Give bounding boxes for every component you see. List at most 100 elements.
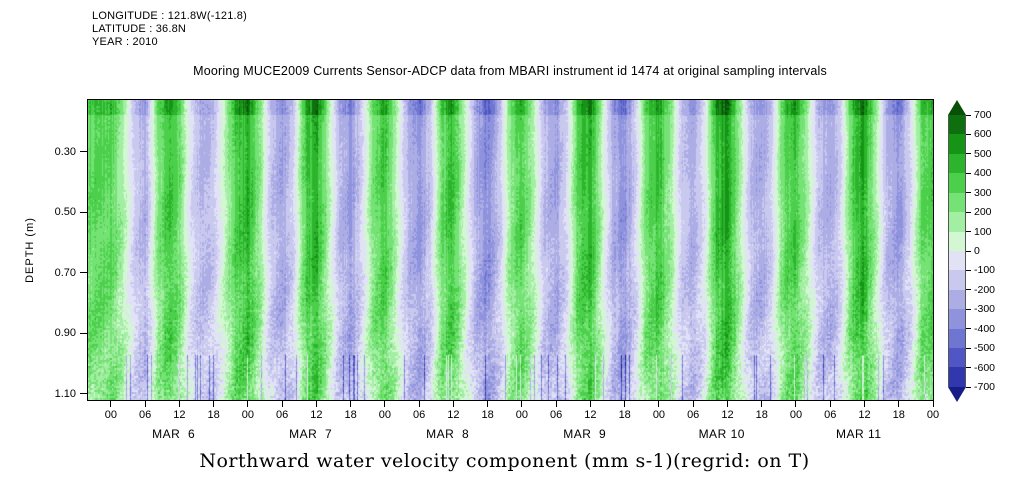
colorbar-tick (966, 114, 971, 116)
x-tick-label: 06 (824, 409, 837, 421)
colorbar-segment (948, 367, 966, 387)
x-tick (178, 401, 180, 407)
x-tick (555, 401, 557, 407)
colorbar-tick (966, 328, 971, 330)
x-tick (487, 401, 489, 407)
x-tick-label: 12 (721, 409, 734, 421)
colorbar-segment (948, 231, 966, 251)
x-day-label: MAR 9 (563, 427, 607, 441)
x-tick-label: 00 (652, 409, 666, 421)
x-tick-label: 06 (275, 409, 289, 421)
colorbar-tick (966, 367, 971, 369)
colorbar-tick (966, 347, 971, 349)
x-tick-label: 00 (241, 409, 254, 421)
longitude-label: LONGITUDE : 121.8W(-121.8) (92, 10, 247, 22)
colorbar-tick-label: -700 (974, 381, 996, 393)
x-tick (692, 401, 694, 407)
x-tick-label: 12 (310, 409, 323, 421)
year-label: YEAR : 2010 (92, 36, 158, 48)
colorbar-tick-label: 400 (974, 167, 992, 180)
y-axis-title: DEPTH (m) (24, 217, 36, 283)
x-tick-label: 00 (378, 409, 392, 421)
y-tick (80, 332, 88, 334)
x-tick (521, 401, 523, 407)
colorbar-segment (948, 348, 966, 368)
plot-title: Mooring MUCE2009 Currents Sensor-ADCP da… (193, 64, 827, 78)
colorbar-tick (966, 386, 971, 388)
heatmap-canvas (88, 100, 933, 400)
x-tick-label: 18 (344, 409, 357, 421)
colorbar-tick-label: -500 (974, 342, 996, 355)
x-tick-label: 00 (926, 409, 940, 421)
colorbar-tick-label: 300 (974, 186, 992, 199)
y-tick-label: 1.10 (54, 387, 76, 400)
colorbar-tick-label: 0 (974, 245, 980, 257)
y-tick-label: 0.90 (54, 327, 76, 340)
colorbar-tick (966, 308, 971, 310)
colorbar-tick (966, 269, 971, 271)
x-tick (863, 401, 865, 407)
colorbar-tick (966, 231, 971, 233)
x-tick (624, 401, 626, 407)
x-tick (761, 401, 763, 407)
x-tick-label: 18 (618, 409, 631, 421)
x-day-label: MAR 7 (289, 427, 333, 441)
colorbar-segment (948, 153, 966, 174)
colorbar-segment (948, 173, 966, 193)
x-tick (350, 401, 352, 407)
x-tick-label: 18 (207, 409, 220, 421)
colorbar-tick-label: 100 (974, 225, 992, 238)
colorbar-segment (948, 192, 966, 213)
x-day-label: MAR 10 (698, 427, 745, 441)
colorbar-segment (948, 115, 966, 135)
colorbar-segment (948, 328, 966, 349)
x-tick-label: 18 (755, 409, 768, 421)
x-tick (726, 401, 728, 407)
y-tick-label: 0.30 (54, 145, 76, 158)
x-tick-label: 00 (789, 409, 803, 421)
x-tick (452, 401, 454, 407)
colorbar-tick-label: 700 (974, 109, 992, 121)
x-tick (384, 401, 386, 407)
colorbar-segment (948, 289, 966, 310)
x-tick-label: 18 (892, 409, 905, 421)
x-tick (795, 401, 797, 407)
colorbar-tick (966, 250, 971, 252)
colorbar-tick-label: 500 (974, 147, 992, 160)
x-tick-label: 06 (138, 409, 152, 421)
x-tick (932, 401, 934, 407)
x-tick-label: 06 (687, 409, 700, 421)
x-tick (110, 401, 112, 407)
x-tick (144, 401, 146, 407)
x-tick-label: 12 (858, 409, 871, 421)
x-tick (589, 401, 591, 407)
x-tick-label: 00 (104, 409, 117, 421)
colorbar-tick-label: -100 (974, 264, 996, 277)
colorbar-tick-label: 600 (974, 128, 992, 141)
x-tick-label: 12 (447, 409, 460, 421)
x-tick-label: 06 (413, 409, 426, 421)
y-tick (80, 272, 88, 274)
x-day-label: MAR 8 (426, 427, 470, 441)
colorbar (948, 100, 966, 402)
x-tick (658, 401, 660, 407)
colorbar-tick (966, 172, 971, 174)
colorbar-segment (948, 250, 966, 271)
x-tick-label: 00 (515, 409, 529, 421)
x-tick-label: 12 (173, 409, 186, 421)
x-tick (213, 401, 215, 407)
colorbar-segment (948, 212, 966, 232)
metadata-block: LONGITUDE : 121.8W(-121.8) LATITUDE : 36… (92, 10, 247, 49)
colorbar-tick (966, 211, 971, 213)
x-day-label: MAR 11 (836, 427, 882, 441)
colorbar-tick-label: -400 (974, 322, 996, 335)
colorbar-segment (948, 134, 966, 154)
y-tick (80, 211, 88, 213)
colorbar-tick (966, 153, 971, 155)
y-tick-label: 0.70 (54, 266, 76, 279)
colorbar-tick-label: 200 (974, 206, 992, 219)
colorbar-tick (966, 289, 971, 291)
x-tick (418, 401, 420, 407)
colorbar-tick-label: -600 (974, 361, 996, 374)
y-tick (80, 151, 88, 152)
